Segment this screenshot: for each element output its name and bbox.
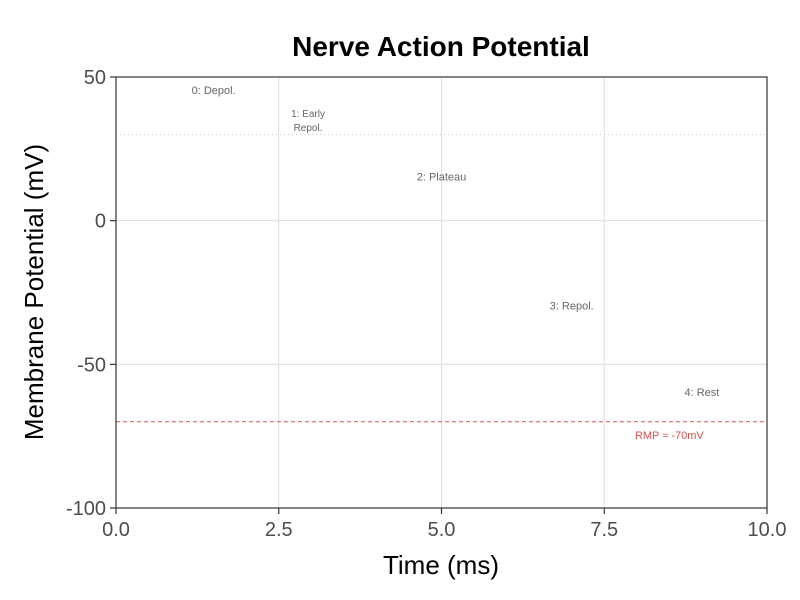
y-tick-label: 50: [84, 67, 106, 89]
chart-title: Nerve Action Potential: [292, 31, 590, 62]
phase-label: 1: Early Repol.: [291, 109, 325, 134]
reference-lines: [116, 133, 767, 423]
rmp-label: RMP ≈ -70mV: [635, 430, 704, 442]
y-tick-label: -100: [66, 498, 106, 520]
y-axis-label: Membrane Potential (mV): [19, 144, 49, 440]
phase-label: 4: Rest: [684, 387, 719, 399]
x-tick-label: 2.5: [265, 519, 293, 541]
phase-label: 3: Repol.: [550, 301, 594, 313]
x-tick-label: 7.5: [590, 519, 618, 541]
phase-annotations: 0: Depol. 1: Early Repol. 2: Plateau 3: Repo…: [192, 85, 720, 442]
phase-label: 2: Plateau: [417, 171, 467, 183]
x-axis-label: Time (ms): [383, 550, 499, 580]
y-axis-ticks: -100 -50 0 50: [66, 67, 116, 520]
phase-label: 0: Depol.: [192, 85, 236, 97]
grid: [115, 76, 768, 509]
y-tick-label: 0: [95, 211, 106, 233]
x-axis-ticks: 0.0 2.5 5.0 7.5 10.0: [102, 508, 786, 541]
x-tick-label: 10.0: [748, 519, 787, 541]
y-tick-label: -50: [77, 354, 106, 376]
x-tick-label: 5.0: [428, 519, 456, 541]
x-tick-label: 0.0: [102, 519, 130, 541]
